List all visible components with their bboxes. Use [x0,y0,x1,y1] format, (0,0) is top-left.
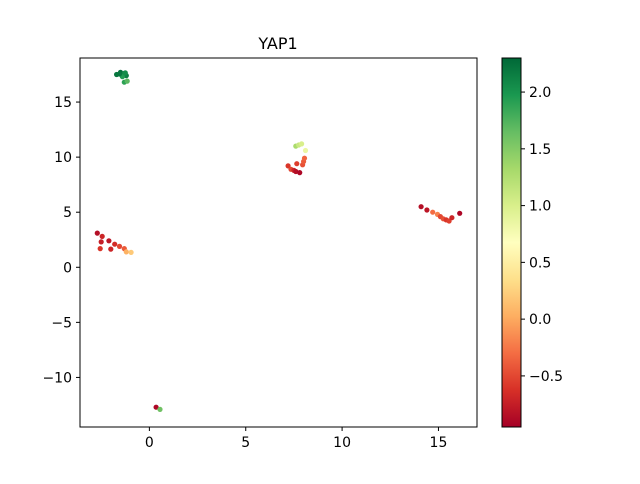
scatter-point-7 [122,70,128,76]
chart-title: YAP1 [257,34,297,53]
scatter-point-13 [285,163,291,169]
scatter-point-12 [302,147,309,154]
y-tick-label: 15 [54,95,72,111]
colorbar-tick-label: 1.5 [529,142,551,158]
colorbar [501,57,522,428]
colorbar-tick-label: 2.0 [529,85,551,101]
scatter-point-11 [299,141,305,147]
scatter-point-44 [157,406,163,412]
scatter-point-6 [124,78,130,84]
scatter-point-21 [301,155,308,161]
scatter-point-18 [294,161,300,167]
scatter-point-37 [116,243,123,249]
scatter-point-33 [99,233,105,239]
y-tick-label: −5 [51,315,72,331]
scatter-point-40 [108,246,114,252]
y-axis: −10 −5 0 5 10 15 [42,95,80,386]
scatter-points [94,69,463,412]
scatter-point-16 [293,168,299,175]
y-tick-label: −10 [42,370,72,386]
x-tick-label: 0 [145,435,154,451]
scatter-point-17 [297,170,303,176]
colorbar-tick-label: 0.0 [529,312,551,328]
scatter-point-34 [98,239,104,245]
scatter-point-8 [116,71,123,77]
scatter-point-39 [97,246,103,252]
y-tick-label: 5 [63,205,72,221]
x-axis: 0 5 10 15 [145,427,447,451]
scatter-point-32 [94,230,100,236]
scatter-point-43 [153,404,159,410]
y-tick-label: 10 [54,150,72,166]
y-tick-label: 0 [63,260,72,276]
scatter-point-36 [112,241,118,247]
scatter-point-41 [123,249,129,255]
colorbar-tick-label: 0.5 [529,255,551,271]
x-tick-label: 10 [333,435,351,451]
scatter-point-35 [106,238,112,244]
scatter-point-42 [128,249,134,255]
scatter-point-22 [418,204,424,210]
scatter-point-24 [430,209,436,215]
colorbar-axis: −0.5 0.0 0.5 1.0 1.5 2.0 [521,85,563,385]
x-tick-label: 15 [430,435,448,451]
colorbar-tick-label: −0.5 [529,369,563,385]
colorbar-tick-label: 1.0 [529,199,551,215]
scatter-point-30 [449,215,455,221]
plot-area-frame [79,57,478,428]
scatter-point-31 [457,210,463,216]
scatter-point-23 [424,207,430,213]
x-tick-label: 5 [241,435,250,451]
